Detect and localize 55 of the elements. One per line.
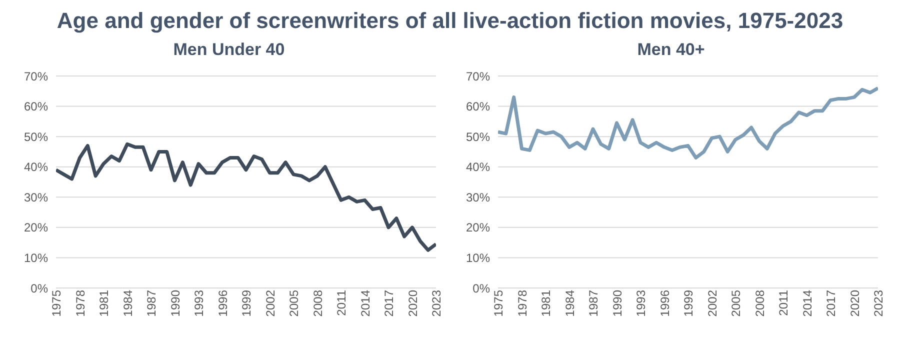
x-tick-label: 2002 [263, 290, 278, 317]
y-tick-label: 50% [466, 130, 490, 144]
y-tick-label: 0% [472, 281, 490, 296]
y-tick-label: 10% [24, 250, 48, 265]
x-tick-label: 1999 [240, 290, 254, 317]
x-tick-label: 2017 [824, 290, 838, 317]
line-series [498, 86, 878, 160]
x-tick-label: 2011 [776, 290, 791, 316]
x-tick-label: 2023 [430, 290, 444, 317]
y-tick-label: 70% [466, 69, 490, 84]
y-tick-label: 60% [466, 100, 490, 114]
x-tick-label: 1984 [562, 290, 577, 317]
x-tick-label: 1978 [515, 290, 530, 317]
y-tick-label: 0% [30, 281, 48, 296]
x-tick-label: 1993 [634, 290, 648, 317]
x-tick-label: 1975 [50, 290, 64, 317]
x-tick-label: 1975 [492, 290, 506, 317]
text: Men Under 40 [172, 40, 286, 61]
x-tick-label: 2005 [729, 290, 744, 317]
x-tick-label: 2005 [287, 290, 302, 317]
text: Men 40+ [636, 40, 706, 61]
x-tick-label: 2017 [382, 290, 396, 317]
y-tick-label: 40% [466, 160, 490, 174]
x-tick-label: 2008 [310, 290, 325, 317]
x-tick-label: 1999 [682, 290, 696, 317]
x-tick-label: 2008 [752, 290, 767, 317]
x-tick-label: 2020 [848, 290, 862, 317]
x-tick-label: 1993 [192, 290, 206, 317]
x-tick-label: 1990 [610, 290, 624, 317]
x-tick-label: 2020 [406, 290, 420, 317]
line-series [56, 142, 436, 252]
x-tick-label: 1978 [73, 290, 88, 317]
x-tick-label: 1990 [168, 290, 182, 317]
y-tick-label: 40% [24, 160, 48, 174]
x-tick-label: 2014 [800, 290, 814, 317]
y-tick-label: 70% [24, 69, 48, 84]
x-tick-label: 1987 [586, 290, 601, 317]
x-tick-label: 1984 [120, 290, 135, 317]
x-tick-label: 2023 [872, 290, 886, 317]
x-tick-label: 2011 [334, 290, 349, 316]
chart-title: Age and gender of screenwriters of all live-action fiction movies, 1975-2023 [56, 8, 844, 35]
x-tick-label: 2014 [358, 290, 372, 317]
y-tick-label: 30% [466, 190, 490, 204]
x-tick-label: 1981 [97, 290, 112, 317]
y-tick-label: 30% [24, 190, 48, 204]
y-tick-label: 20% [24, 220, 48, 235]
y-tick-label: 60% [24, 100, 48, 114]
y-tick-label: 10% [466, 250, 490, 265]
x-tick-label: 1996 [216, 290, 230, 317]
x-tick-label: 1987 [144, 290, 159, 317]
y-tick-label: 50% [24, 130, 48, 144]
x-tick-label: 2002 [705, 290, 720, 317]
y-tick-label: 20% [466, 220, 490, 235]
x-tick-label: 1981 [539, 290, 554, 317]
x-tick-label: 1996 [658, 290, 672, 317]
